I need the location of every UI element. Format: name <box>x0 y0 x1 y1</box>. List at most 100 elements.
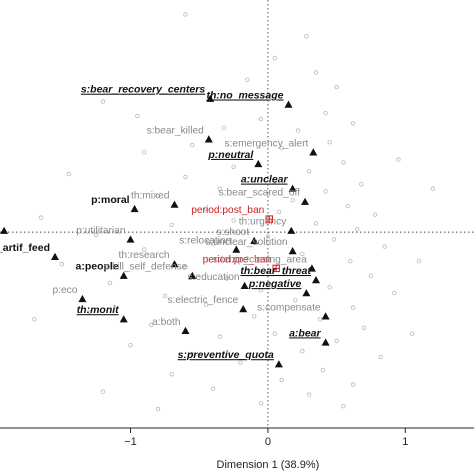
category-label: s:unclear_solution <box>205 237 287 248</box>
observation-point <box>190 351 195 357</box>
category-marker <box>302 289 311 297</box>
observation-point <box>183 264 188 270</box>
observation-point <box>251 314 257 319</box>
category-point: s:education <box>187 272 249 289</box>
observation-point <box>148 322 154 328</box>
observation-point <box>295 128 301 133</box>
observation-point <box>100 99 106 104</box>
category-point: a:unclear <box>241 174 297 192</box>
category-point: th:urgency <box>239 217 296 234</box>
observation-point <box>348 259 353 264</box>
category-label: a:unclear <box>241 174 289 186</box>
category-marker <box>204 135 213 143</box>
category-point: s:bear_scared_off <box>219 188 309 205</box>
category-label: s:education <box>187 272 239 283</box>
category-marker <box>206 94 215 102</box>
observation-point <box>169 222 174 228</box>
category-point: s:temp_closing_area <box>213 254 316 272</box>
category-label: th:urgency <box>239 217 287 228</box>
observation-point <box>327 285 332 290</box>
observation-point <box>183 12 188 17</box>
observation-point <box>430 186 435 191</box>
category-marker <box>284 100 293 108</box>
observation-point <box>93 232 99 238</box>
category-label: s:preventive_quota <box>178 349 274 361</box>
observation-point <box>323 189 328 194</box>
category-point: s:preventive_quota <box>178 349 283 368</box>
x-tick-label: −1 <box>124 436 137 448</box>
x-axis: 2−101 <box>124 428 408 448</box>
category-point: th:no_message <box>206 90 293 108</box>
category-label: s:emergency_alert <box>224 138 308 149</box>
observation-point <box>392 290 397 296</box>
category-marker <box>254 159 263 168</box>
observation-point <box>317 317 323 322</box>
observation-point <box>32 317 37 322</box>
observation-point <box>114 197 119 203</box>
observation-point <box>279 377 284 383</box>
observation-point <box>221 125 227 130</box>
observation-point <box>350 121 356 126</box>
category-marker <box>288 247 297 255</box>
observation-point <box>135 113 140 119</box>
observation-point <box>169 372 174 377</box>
category-point: p:moral <box>91 194 139 213</box>
observation-point <box>341 160 346 165</box>
category-point: period:post_ban <box>191 205 274 223</box>
observation-points <box>32 12 435 412</box>
category-marker <box>312 276 320 284</box>
observation-point <box>238 360 243 365</box>
observation-point <box>39 215 44 220</box>
category-point: th:monit <box>77 304 128 323</box>
observation-point <box>361 325 367 331</box>
observation-point <box>368 273 374 278</box>
category-label: period:pre_ban <box>203 254 272 265</box>
category-marker <box>232 245 241 253</box>
observation-point <box>66 171 71 177</box>
category-marker <box>239 305 248 313</box>
category-point: th:bear_threat <box>240 265 320 284</box>
category-marker <box>287 226 296 234</box>
category-label: a:people <box>76 261 119 273</box>
observation-point <box>272 331 277 336</box>
observation-point <box>142 247 147 252</box>
observation-point <box>231 164 236 169</box>
category-marker <box>181 326 190 334</box>
category-marker <box>188 271 197 279</box>
x-tick-label: 0 <box>265 436 271 448</box>
category-marker <box>309 148 318 156</box>
category-marker <box>288 184 297 192</box>
category-label: s:shoot <box>216 227 249 238</box>
category-point: a:both <box>152 317 190 334</box>
category-point: s:unclear_solution <box>205 237 297 255</box>
category-label: th:no_message <box>206 90 283 102</box>
category-point: s:bear_killed <box>147 125 213 143</box>
observation-point <box>313 221 319 226</box>
observation-point <box>320 367 326 373</box>
category-marker <box>240 281 249 289</box>
category-label: a:both <box>152 317 180 328</box>
observation-point <box>306 168 312 174</box>
category-marker <box>321 338 330 346</box>
category-point: s:emergency_alert <box>224 138 318 156</box>
observation-point <box>300 251 305 257</box>
observation-point <box>416 259 422 264</box>
observation-point <box>272 179 277 184</box>
observation-point <box>210 241 216 246</box>
observation-point <box>210 386 216 391</box>
observation-point <box>300 348 305 354</box>
category-point: p:eco <box>52 285 87 303</box>
category-label: s:bear_killed <box>147 125 205 136</box>
observation-point <box>183 174 188 180</box>
observation-point <box>258 288 264 293</box>
category-marker <box>119 271 128 279</box>
observation-point <box>334 84 339 90</box>
observation-point <box>334 338 339 344</box>
observation-point <box>155 406 161 412</box>
observation-point <box>341 404 346 409</box>
category-point: th:mixed <box>131 191 179 208</box>
observation-point <box>350 382 356 387</box>
category-marker <box>78 294 87 303</box>
observation-point <box>142 150 147 155</box>
